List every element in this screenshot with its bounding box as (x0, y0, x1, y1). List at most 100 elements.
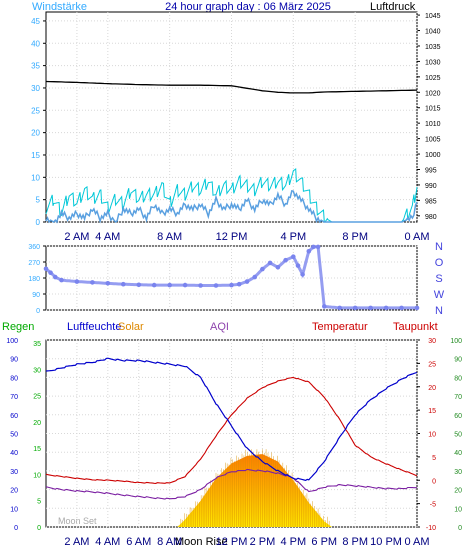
lower-x-tick-label: 4 PM (280, 536, 306, 548)
pressure-right-tick-label: 1040 (425, 29, 441, 36)
uv-tick-label: 50 (454, 432, 462, 439)
direction-compass-label: N (435, 305, 443, 317)
uv-tick-label: 90 (454, 357, 462, 364)
direction-compass-label: S (435, 273, 442, 285)
pressure-right-tick-label: 1020 (425, 90, 441, 97)
rain-tick-label: 30 (33, 367, 41, 374)
uv-tick-label: 40 (454, 450, 462, 457)
uv-tick-label: 80 (454, 375, 462, 382)
wind-left-tick-label: 5 (36, 196, 41, 205)
direction-compass-label: O (435, 257, 444, 269)
humidity-tick-label: 30 (10, 469, 18, 476)
wind-left-tick-label: 20 (31, 129, 40, 138)
pressure-right-tick-label: 1005 (425, 137, 441, 144)
wind-x-tick-label: 0 AM (404, 231, 429, 243)
pressure-right-tick-label: 980 (425, 214, 437, 221)
rain-tick-label: 10 (33, 472, 41, 479)
uv-tick-label: 60 (454, 413, 462, 420)
direction-left-tick-label: 270 (28, 260, 40, 267)
humidity-tick-label: 70 (10, 394, 18, 401)
humidity-tick-label: 20 (10, 488, 18, 495)
humidity-tick-label: 50 (10, 432, 18, 439)
pressure-right-tick-label: 1030 (425, 59, 441, 66)
humidity-series (45, 357, 418, 482)
pressure-right-tick-label: 985 (425, 198, 437, 205)
temperature-tick-label: 5 (432, 455, 436, 462)
legend-rain: Regen (2, 321, 34, 333)
legend-humidity: Luftfeuchte (67, 321, 121, 333)
lower-x-tick-label: 8 PM (342, 536, 368, 548)
lower-x-tick-label: 2 PM (250, 536, 276, 548)
rain-tick-label: 15 (33, 446, 41, 453)
lower-x-tick-label: 8 AM (157, 536, 182, 548)
lower-x-tick-label: 0 AM (404, 536, 429, 548)
rain-tick-label: 0 (37, 525, 41, 532)
right-axis-title: Luftdruck (370, 1, 416, 13)
legend-solar: Solar (118, 321, 144, 333)
lower-x-tick-label: 4 AM (95, 536, 120, 548)
temperature-tick-label: 20 (428, 385, 436, 392)
solar-area (46, 454, 417, 527)
chart-title: 24 hour graph day : 06 März 2025 (165, 1, 331, 13)
direction-compass-label: W (434, 289, 445, 301)
direction-trace (45, 245, 417, 310)
wind-left-tick-label: 0 (36, 218, 41, 227)
wind-x-tick-label: 12 PM (216, 231, 248, 243)
wind-speed-series (45, 190, 418, 224)
direction-left-tick-label: 360 (28, 244, 40, 251)
lower-x-tick-label: 2 AM (64, 536, 89, 548)
pressure-right-tick-label: 1025 (425, 75, 441, 82)
humidity-tick-label: 60 (10, 413, 18, 420)
direction-left-tick-label: 0 (36, 308, 40, 315)
wind-left-tick-label: 10 (31, 173, 40, 182)
direction-left-tick-label: 180 (28, 276, 40, 283)
uv-tick-label: 100 (450, 338, 462, 345)
uv-tick-label: 30 (454, 469, 462, 476)
pressure-right-tick-label: 1010 (425, 121, 441, 128)
wind-x-tick-label: 8 AM (157, 231, 182, 243)
rain-tick-label: 35 (33, 341, 41, 348)
legend-aqi: AQI (210, 321, 229, 333)
legend-temperature: Temperatur (312, 321, 368, 333)
pressure-right-tick-label: 995 (425, 168, 437, 175)
wind-x-tick-label: 8 PM (342, 231, 368, 243)
temperature-tick-label: 0 (432, 478, 436, 485)
humidity-tick-label: 100 (6, 338, 18, 345)
temperature-tick-label: -5 (430, 502, 436, 509)
wind-left-tick-label: 45 (31, 17, 40, 26)
pressure-series (45, 80, 418, 94)
uv-tick-label: 20 (454, 488, 462, 495)
rain-tick-label: 20 (33, 420, 41, 427)
wind-left-tick-label: 30 (31, 84, 40, 93)
wind-left-tick-label: 25 (31, 106, 40, 115)
wind-x-tick-label: 4 AM (95, 231, 120, 243)
humidity-tick-label: 10 (10, 506, 18, 513)
temperature-tick-label: 10 (428, 432, 436, 439)
wind-left-tick-label: 35 (31, 62, 40, 71)
temperature-tick-label: 30 (428, 338, 436, 345)
temperature-tick-label: -10 (426, 525, 436, 532)
legend-dewpoint: Taupunkt (393, 321, 438, 333)
direction-compass-label: N (435, 241, 443, 253)
humidity-tick-label: 0 (14, 525, 18, 532)
wind-x-tick-label: 2 AM (64, 231, 89, 243)
moon-rise-label: Moon Rise (175, 536, 228, 548)
temperature-tick-label: 15 (428, 408, 436, 415)
uv-tick-label: 0 (458, 525, 462, 532)
pressure-right-tick-label: 1045 (425, 13, 441, 20)
humidity-tick-label: 80 (10, 375, 18, 382)
direction-left-tick-label: 90 (32, 292, 40, 299)
pressure-right-tick-label: 990 (425, 183, 437, 190)
left-axis-title: Windstärke (32, 1, 87, 13)
lower-x-tick-label: 6 PM (311, 536, 337, 548)
wind-x-tick-label: 4 PM (280, 231, 306, 243)
humidity-tick-label: 40 (10, 450, 18, 457)
lower-x-tick-label: 12 PM (216, 536, 248, 548)
wind-left-tick-label: 40 (31, 39, 40, 48)
wind-left-tick-label: 15 (31, 151, 40, 160)
uv-tick-label: 70 (454, 394, 462, 401)
uv-tick-label: 10 (454, 506, 462, 513)
pressure-right-tick-label: 1035 (425, 44, 441, 51)
